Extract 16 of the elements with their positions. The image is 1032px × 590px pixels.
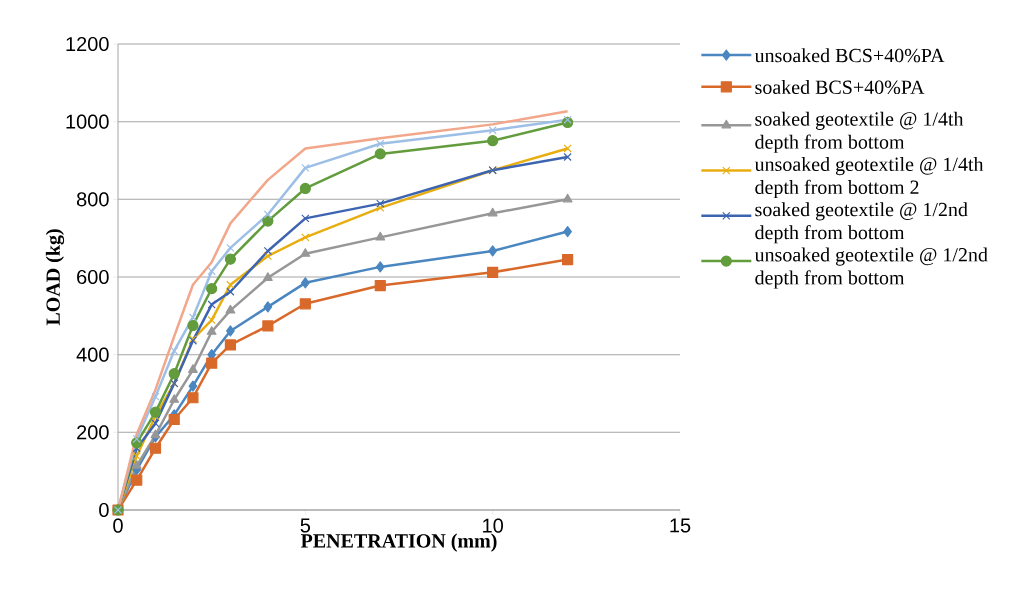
y-tick-label: 400 <box>76 347 109 362</box>
y-tick-label: 200 <box>77 425 109 440</box>
y-tick-label: 600 <box>77 269 109 285</box>
x-axis-title: PENETRATION (mm) <box>300 533 497 552</box>
x-tick-label: 5 <box>300 518 311 533</box>
y-axis-title: LOAD (kg) <box>45 229 65 326</box>
y-tick-label: 800 <box>76 192 109 207</box>
legend-label: unsoaked geotextile @ 1/2nd depth from bottom <box>754 247 988 289</box>
y-tick-label: 1000 <box>66 114 109 129</box>
y-tick-label: 1200 <box>66 36 109 52</box>
x-tick-label: 15 <box>670 518 691 533</box>
x-tick-label: 0 <box>113 518 123 533</box>
y-tick-label: 0 <box>99 502 109 518</box>
x-tick-label: 10 <box>483 518 503 533</box>
legend-label: soaked BCS+40%PA <box>755 79 925 95</box>
legend-label: unsoaked BCS+40%PA <box>754 48 945 63</box>
